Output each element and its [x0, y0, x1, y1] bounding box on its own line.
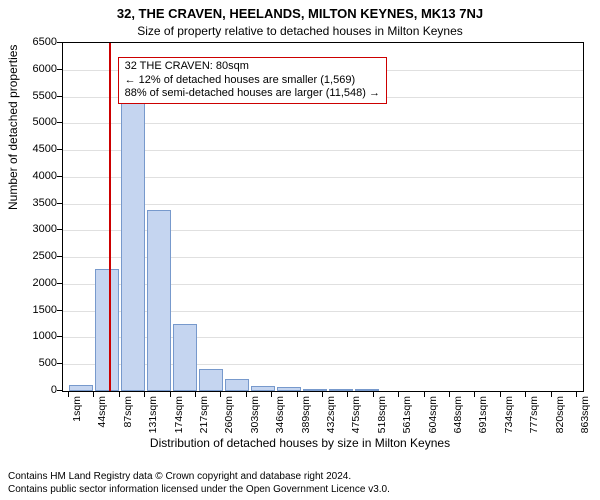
- x-tick-label: 561sqm: [401, 396, 413, 433]
- y-tick-label: 5500: [17, 90, 57, 102]
- histogram-bar: [199, 369, 222, 391]
- y-tick-label: 3000: [17, 223, 57, 235]
- y-tick-label: 1500: [17, 304, 57, 316]
- x-tick-mark: [576, 392, 577, 397]
- x-tick-mark: [474, 392, 475, 397]
- x-tick-label: 87sqm: [122, 396, 134, 428]
- x-tick-mark: [271, 392, 272, 397]
- histogram-bar: [95, 269, 118, 391]
- x-tick-label: 131sqm: [147, 396, 159, 433]
- y-tick-label: 2500: [17, 250, 57, 262]
- annotation-line: 32 THE CRAVEN: 80sqm: [125, 60, 380, 74]
- x-tick-mark: [119, 392, 120, 397]
- x-tick-mark: [398, 392, 399, 397]
- plot-area: 32 THE CRAVEN: 80sqm← 12% of detached ho…: [62, 42, 584, 392]
- y-tick-label: 4500: [17, 143, 57, 155]
- x-tick-label: 863sqm: [579, 396, 591, 433]
- x-tick-label: 174sqm: [173, 396, 185, 433]
- x-tick-label: 648sqm: [452, 396, 464, 433]
- y-tick-label: 2000: [17, 277, 57, 289]
- x-tick-label: 389sqm: [300, 396, 312, 433]
- x-tick-label: 217sqm: [198, 396, 210, 433]
- footer-line-1: Contains HM Land Registry data © Crown c…: [8, 470, 390, 483]
- x-tick-mark: [68, 392, 69, 397]
- x-tick-mark: [246, 392, 247, 397]
- x-tick-label: 734sqm: [503, 396, 515, 433]
- x-tick-label: 1sqm: [71, 396, 83, 422]
- x-tick-label: 820sqm: [554, 396, 566, 433]
- x-tick-mark: [347, 392, 348, 397]
- chart-title: 32, THE CRAVEN, HEELANDS, MILTON KEYNES,…: [0, 6, 600, 21]
- y-tick-label: 500: [17, 357, 57, 369]
- x-tick-label: 777sqm: [528, 396, 540, 433]
- x-tick-mark: [170, 392, 171, 397]
- x-axis-label: Distribution of detached houses by size …: [0, 436, 600, 450]
- y-tick-label: 4000: [17, 170, 57, 182]
- x-tick-mark: [449, 392, 450, 397]
- x-tick-label: 44sqm: [96, 396, 108, 428]
- x-tick-mark: [424, 392, 425, 397]
- x-tick-mark: [322, 392, 323, 397]
- x-tick-mark: [500, 392, 501, 397]
- x-tick-mark: [93, 392, 94, 397]
- y-tick-label: 3500: [17, 197, 57, 209]
- x-tick-mark: [220, 392, 221, 397]
- footer-line-2: Contains public sector information licen…: [8, 483, 390, 496]
- chart-subtitle: Size of property relative to detached ho…: [0, 24, 600, 38]
- y-tick-label: 6000: [17, 63, 57, 75]
- x-tick-label: 691sqm: [477, 396, 489, 433]
- y-tick-label: 0: [17, 384, 57, 396]
- histogram-bar: [69, 385, 92, 391]
- x-tick-label: 303sqm: [249, 396, 261, 433]
- x-tick-mark: [525, 392, 526, 397]
- histogram-bar: [303, 389, 326, 391]
- histogram-bar: [121, 95, 144, 391]
- property-marker-line: [109, 43, 111, 391]
- x-tick-mark: [144, 392, 145, 397]
- histogram-bar: [251, 386, 274, 391]
- x-tick-label: 346sqm: [274, 396, 286, 433]
- histogram-bar: [147, 210, 170, 391]
- annotation-box: 32 THE CRAVEN: 80sqm← 12% of detached ho…: [118, 57, 387, 104]
- x-tick-label: 432sqm: [325, 396, 337, 433]
- histogram-bar: [277, 387, 300, 391]
- histogram-bar: [355, 389, 378, 391]
- histogram-bar: [225, 379, 248, 391]
- footer-attribution: Contains HM Land Registry data © Crown c…: [8, 470, 390, 496]
- y-tick-label: 6500: [17, 36, 57, 48]
- x-tick-label: 475sqm: [350, 396, 362, 433]
- x-tick-label: 260sqm: [223, 396, 235, 433]
- x-tick-label: 604sqm: [427, 396, 439, 433]
- y-tick-label: 1000: [17, 330, 57, 342]
- histogram-bar: [329, 389, 352, 391]
- y-tick-label: 5000: [17, 116, 57, 128]
- x-tick-mark: [297, 392, 298, 397]
- x-tick-label: 518sqm: [376, 396, 388, 433]
- annotation-line: 88% of semi-detached houses are larger (…: [125, 87, 380, 101]
- x-tick-mark: [551, 392, 552, 397]
- histogram-bar: [173, 324, 196, 391]
- chart-container: 32, THE CRAVEN, HEELANDS, MILTON KEYNES,…: [0, 0, 600, 500]
- annotation-line: ← 12% of detached houses are smaller (1,…: [125, 74, 380, 88]
- x-tick-mark: [373, 392, 374, 397]
- x-tick-mark: [195, 392, 196, 397]
